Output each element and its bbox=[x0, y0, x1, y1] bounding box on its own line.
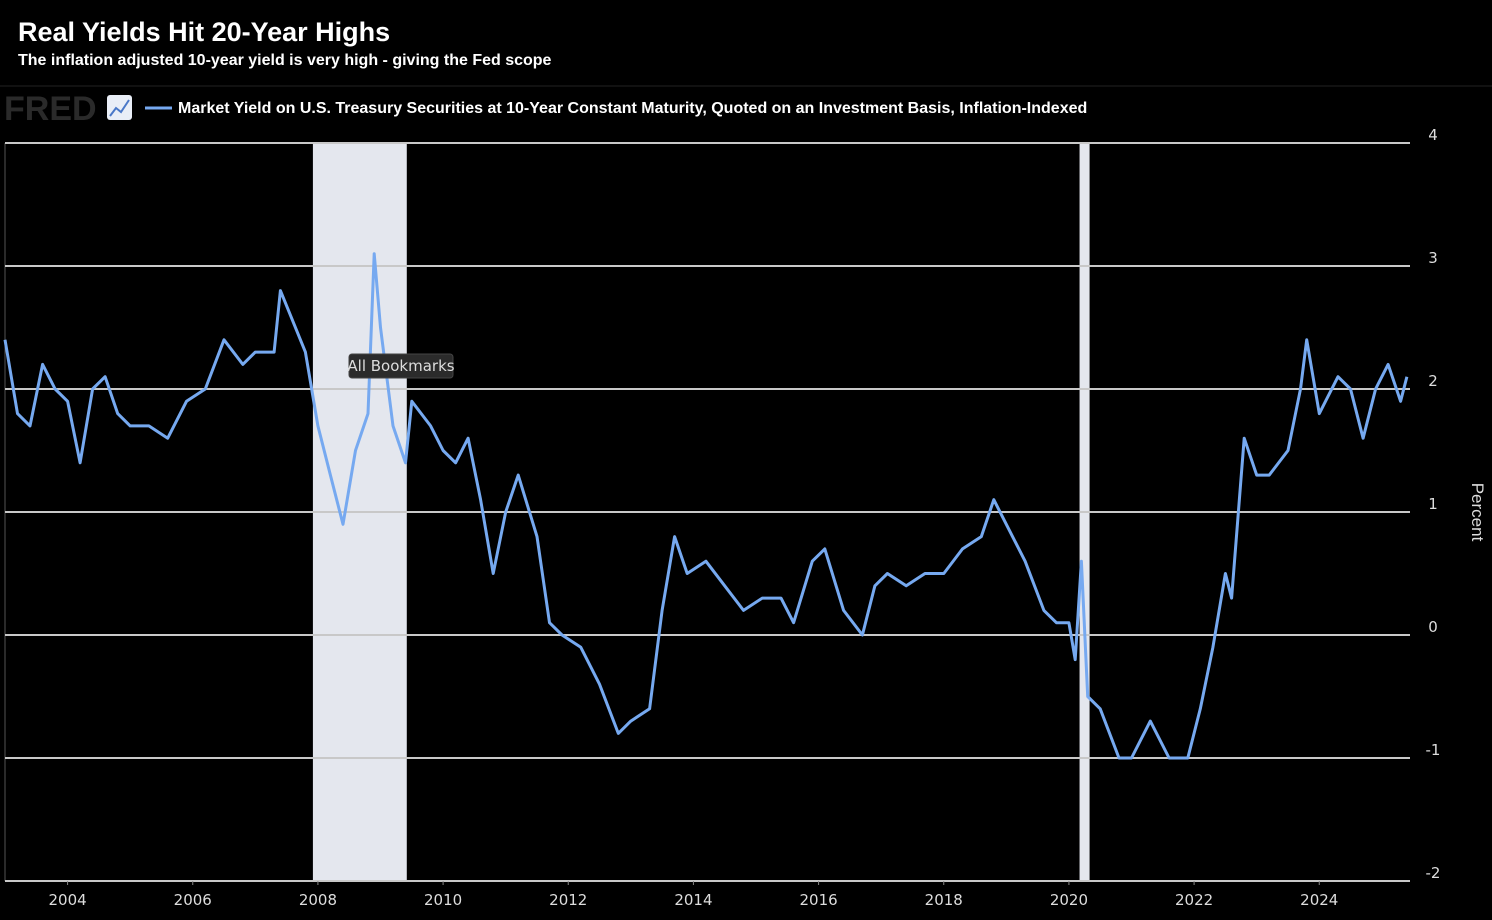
y-tick-label: -2 bbox=[1426, 864, 1441, 882]
x-tick-label: 2016 bbox=[799, 891, 837, 909]
logo-icon-line bbox=[109, 99, 130, 117]
tooltip: All Bookmarks bbox=[347, 357, 454, 375]
y-tick-label: 2 bbox=[1428, 372, 1438, 390]
y-tick-label: 3 bbox=[1428, 249, 1438, 267]
x-tick-label: 2018 bbox=[925, 891, 963, 909]
x-tick-label: 2010 bbox=[424, 891, 462, 909]
logo: FRED bbox=[4, 90, 97, 128]
legend-label: Market Yield on U.S. Treasury Securities… bbox=[178, 100, 1087, 117]
y-tick-label: 4 bbox=[1428, 126, 1438, 144]
chart-title: Real Yields Hit 20-Year Highs bbox=[18, 17, 390, 47]
x-tick-label: 2024 bbox=[1300, 891, 1338, 909]
series-line bbox=[3, 252, 1409, 760]
tooltip-box bbox=[348, 353, 454, 379]
logo-icon bbox=[107, 95, 132, 120]
x-tick-label: 2006 bbox=[174, 891, 212, 909]
x-tick-label: 2012 bbox=[549, 891, 587, 909]
y-tick-label: 1 bbox=[1428, 495, 1438, 513]
x-tick-label: 2014 bbox=[674, 891, 712, 909]
y-tick-label: -1 bbox=[1426, 741, 1441, 759]
y-tick-label: 0 bbox=[1428, 618, 1438, 636]
chart-subtitle: The inflation adjusted 10-year yield is … bbox=[18, 52, 552, 69]
x-tick-label: 2004 bbox=[48, 891, 86, 909]
x-tick-label: 2022 bbox=[1175, 891, 1213, 909]
x-tick-label: 2020 bbox=[1050, 891, 1088, 909]
y-axis-label: Percent bbox=[1468, 483, 1487, 542]
x-tick-label: 2008 bbox=[299, 891, 337, 909]
